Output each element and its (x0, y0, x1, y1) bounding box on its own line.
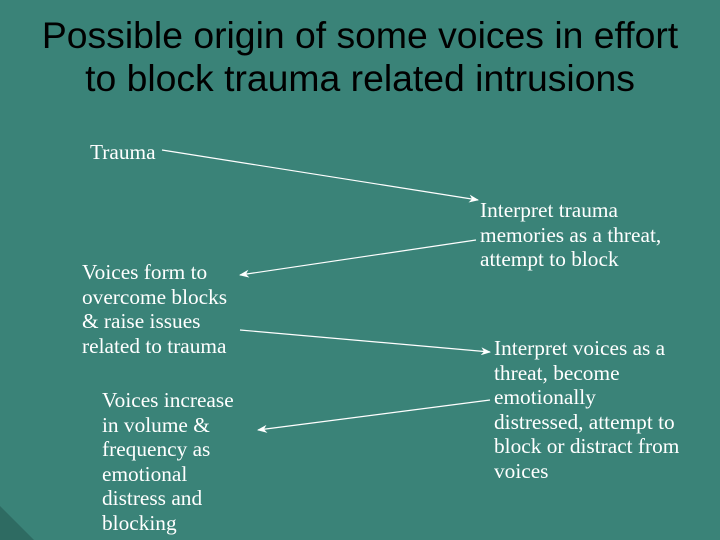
node-voices-increase: Voices increase in volume & frequency as… (102, 388, 252, 540)
slide-title: Possible origin of some voices in effort… (40, 14, 680, 100)
node-voices-form: Voices form to overcome blocks & raise i… (82, 260, 242, 358)
node-interpret-memories: Interpret trauma memories as a threat, a… (480, 198, 700, 272)
arrow (258, 400, 490, 430)
node-trauma: Trauma (90, 140, 210, 165)
slide: Possible origin of some voices in effort… (0, 0, 720, 540)
node-interpret-voices: Interpret voices as a threat, become emo… (494, 336, 684, 483)
corner-accent (0, 506, 34, 540)
arrow (240, 240, 476, 275)
arrow (240, 330, 490, 352)
